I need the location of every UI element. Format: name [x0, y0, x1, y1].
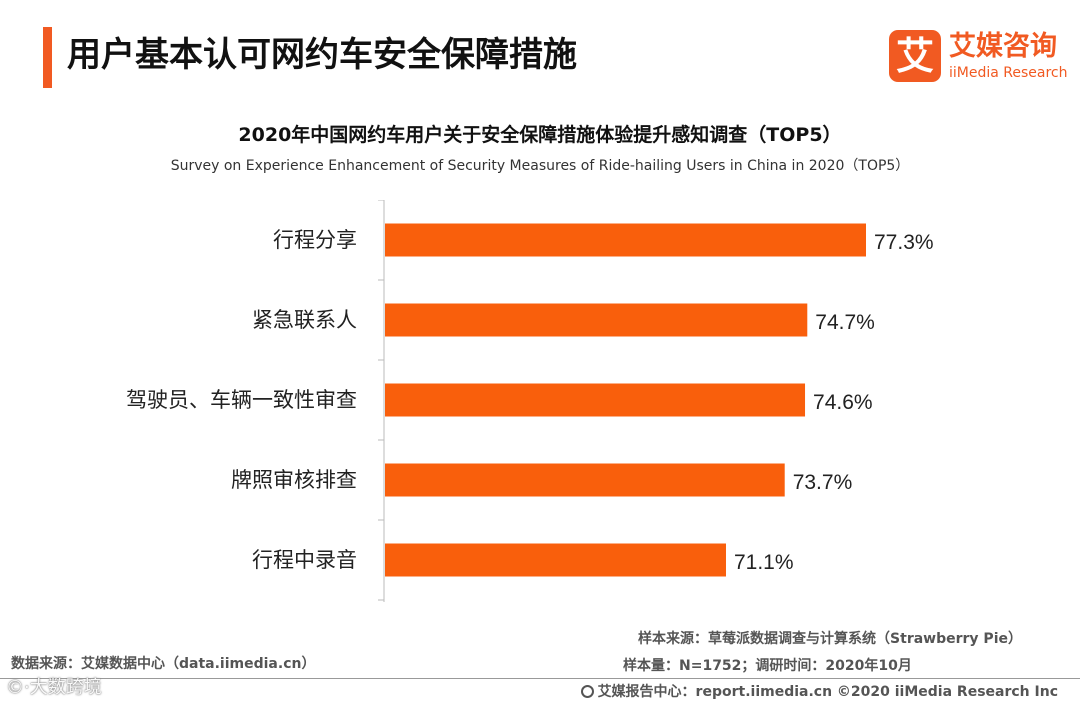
value-label: 74.6% — [813, 391, 873, 414]
bar — [385, 543, 726, 577]
category-label: 行程中录音 — [252, 548, 357, 572]
sample-info: 样本量：N=1752；调研时间：2020年10月 — [623, 658, 912, 674]
category-label: 驾驶员、车辆一致性审查 — [126, 388, 357, 412]
category-label: 行程分享 — [273, 228, 357, 252]
sample-source: 样本来源：草莓派数据调查与计算系统（Strawberry Pie） — [638, 631, 1022, 647]
logo-mark-icon: 艾 — [889, 30, 941, 82]
footer-divider — [0, 678, 1080, 679]
iimedia-logo: 艾 艾媒咨询 iiMedia Research — [889, 30, 1069, 85]
chart-title: 2020年中国网约车用户关于安全保障措施体验提升感知调查（TOP5） — [238, 124, 842, 146]
logo-name-en: iiMedia Research — [949, 65, 1068, 81]
title-accent-bar — [43, 27, 52, 88]
globe-icon — [580, 685, 594, 698]
watermark: ©·大数跨境 — [6, 677, 102, 698]
category-label: 紧急联系人 — [252, 308, 357, 332]
value-label: 73.7% — [793, 471, 853, 494]
value-label: 74.7% — [815, 311, 875, 334]
bar — [385, 223, 866, 257]
value-label: 71.1% — [734, 551, 794, 574]
copyright-line: 艾媒报告中心：report.iimedia.cn ©2020 iiMedia R… — [580, 681, 1058, 701]
bar — [385, 303, 808, 337]
page-title: 用户基本认可网约车安全保障措施 — [67, 35, 577, 75]
copyright-text: 艾媒报告中心：report.iimedia.cn ©2020 iiMedia R… — [597, 684, 1058, 700]
bar-chart: 行程分享 77.3% 紧急联系人 74.7% 驾驶员、车辆一致性审查 74.6% 牌照审核排… — [126, 200, 934, 602]
chart-subtitle: Survey on Experience Enhancement of Secu… — [170, 158, 910, 174]
bar — [385, 463, 785, 497]
category-label: 牌照审核排查 — [231, 468, 357, 492]
data-source: 数据来源：艾媒数据中心（data.iimedia.cn） — [11, 656, 316, 672]
bar — [385, 383, 806, 417]
value-label: 77.3% — [874, 231, 934, 254]
logo-name-cn: 艾媒咨询 — [949, 31, 1057, 62]
